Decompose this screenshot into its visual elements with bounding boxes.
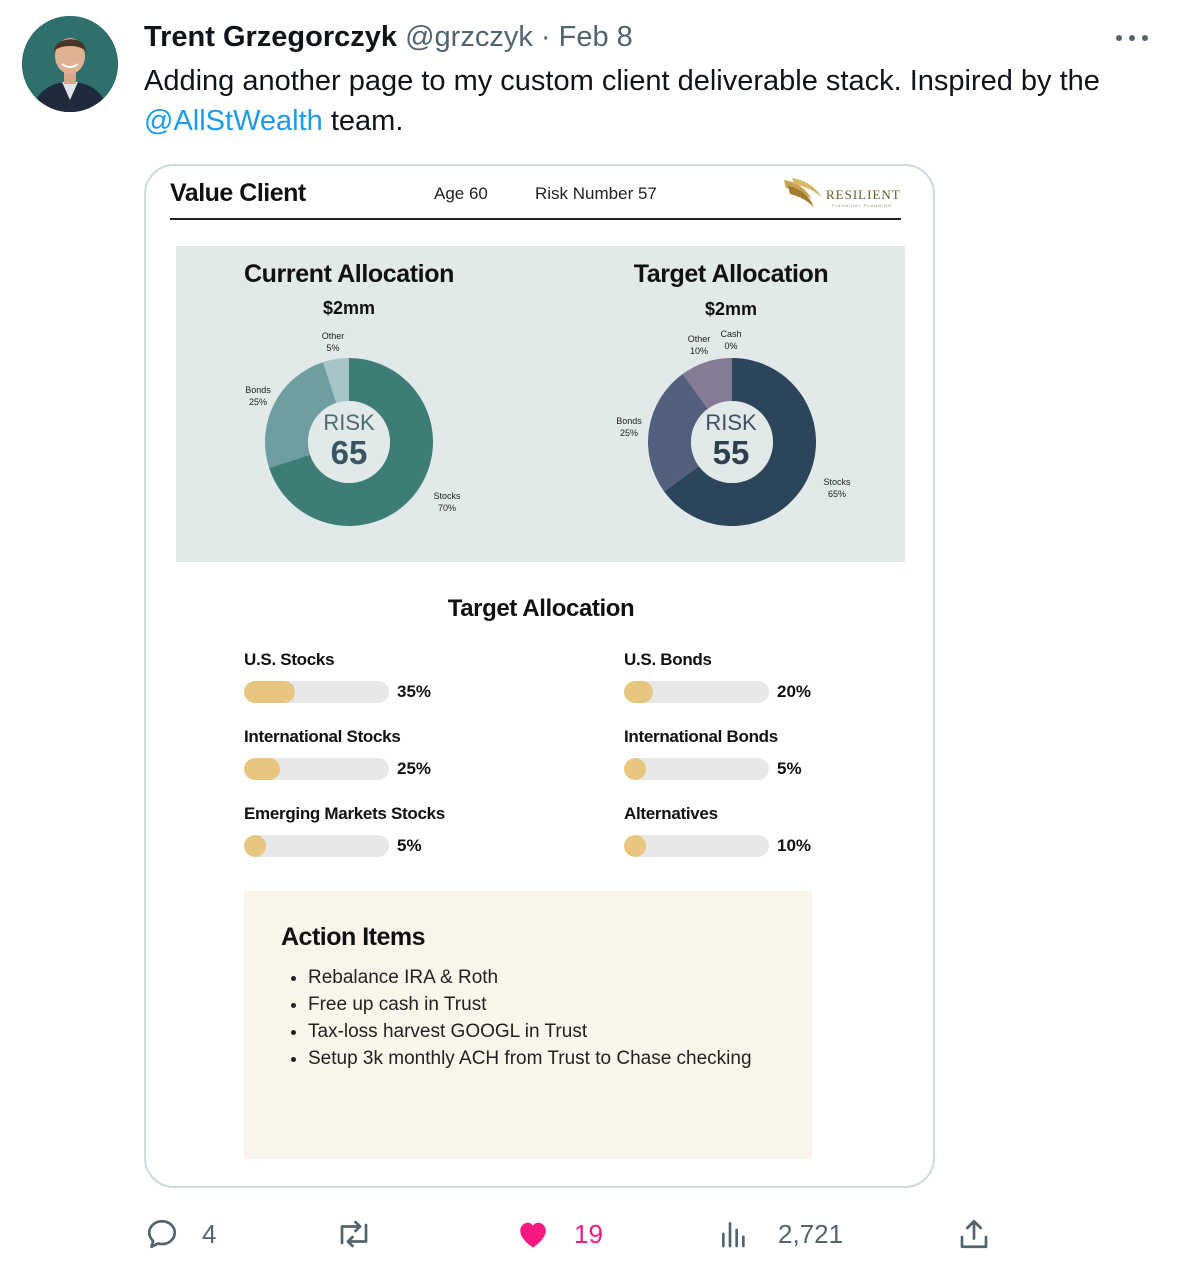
resilient-logo: RESILIENT FINANCIAL PLANNING bbox=[782, 176, 902, 212]
bar-international-stocks: International Stocks 25% bbox=[244, 727, 504, 787]
current-stocks-label: Stocks 70% bbox=[433, 491, 461, 513]
bar-track bbox=[624, 835, 769, 857]
bar-fill bbox=[624, 758, 646, 780]
current-risk-label: RISK bbox=[323, 410, 375, 435]
header-separator: · bbox=[540, 21, 551, 53]
action-item: Rebalance IRA & Roth bbox=[308, 964, 752, 991]
bar-percent: 5% bbox=[777, 759, 802, 778]
logo-subtext: FINANCIAL PLANNING bbox=[832, 203, 893, 208]
current-allocation-title: Current Allocation bbox=[244, 260, 454, 288]
current-allocation-amount: $2mm bbox=[322, 298, 376, 318]
bar-fill bbox=[624, 681, 653, 703]
bar-label: U.S. Stocks bbox=[244, 650, 335, 669]
tweet-action-bar: 4 19 2,721 bbox=[144, 1210, 1004, 1260]
share-icon bbox=[960, 1219, 988, 1249]
reply-count: 4 bbox=[202, 1219, 217, 1249]
bar-percent: 10% bbox=[777, 836, 812, 855]
tweet-date[interactable]: Feb 8 bbox=[558, 21, 633, 53]
donut-slice-bonds bbox=[265, 362, 337, 468]
current-risk-value: 65 bbox=[330, 434, 368, 471]
retweet-icon bbox=[340, 1220, 368, 1248]
tweet-text-after: team. bbox=[322, 105, 404, 137]
target-allocation-amount: $2mm bbox=[704, 299, 758, 319]
reply-icon bbox=[147, 1219, 177, 1249]
target-breakdown-title: Target Allocation bbox=[447, 595, 635, 622]
target-risk-value: 55 bbox=[712, 434, 750, 471]
target-stocks-label: Stocks 65% bbox=[823, 477, 851, 499]
header-divider bbox=[170, 218, 901, 220]
donut-slice-bonds bbox=[648, 374, 708, 492]
bar-label: International Stocks bbox=[244, 727, 401, 746]
bar-track bbox=[244, 681, 389, 703]
donut-slice-other bbox=[682, 358, 732, 409]
bar-label: International Bonds bbox=[624, 727, 778, 746]
more-options-icon[interactable] bbox=[1112, 22, 1156, 52]
bar-label: U.S. Bonds bbox=[624, 650, 712, 669]
bar-track bbox=[624, 758, 769, 780]
client-name: Value Client bbox=[170, 179, 306, 207]
bar-us-bonds: U.S. Bonds 20% bbox=[624, 650, 884, 710]
views-button[interactable]: 2,721 bbox=[718, 1210, 848, 1260]
current-other-label: Other 5% bbox=[321, 331, 345, 353]
bar-percent: 5% bbox=[397, 836, 422, 855]
target-bonds-label: Bonds 25% bbox=[616, 416, 642, 438]
donut-center bbox=[691, 401, 773, 483]
like-count: 19 bbox=[574, 1219, 603, 1249]
logo-text: RESILIENT bbox=[826, 187, 901, 202]
target-risk-label: RISK bbox=[705, 410, 757, 435]
bar-emerging-markets-stocks: Emerging Markets Stocks 5% bbox=[244, 804, 504, 864]
donut-center bbox=[308, 401, 390, 483]
bar-alternatives: Alternatives 10% bbox=[624, 804, 884, 864]
tweet-header: Trent Grzegorczyk @grzczyk · Feb 8 bbox=[144, 18, 633, 56]
bar-international-bonds: International Bonds 5% bbox=[624, 727, 884, 787]
mention-link[interactable]: @AllStWealth bbox=[144, 105, 323, 137]
tweet-text-before: Adding another page to my custom client … bbox=[144, 65, 1100, 97]
action-items-box: Action Items Rebalance IRA & Roth Free u… bbox=[244, 891, 812, 1159]
bar-fill bbox=[244, 758, 281, 780]
bar-percent: 20% bbox=[777, 682, 812, 701]
reply-button[interactable]: 4 bbox=[144, 1210, 244, 1260]
donut-slice-other bbox=[323, 358, 349, 404]
bar-track bbox=[244, 835, 389, 857]
bar-percent: 25% bbox=[397, 759, 432, 778]
avatar-image bbox=[22, 16, 118, 112]
bar-label: Alternatives bbox=[624, 804, 718, 823]
views-count: 2,721 bbox=[778, 1219, 844, 1249]
target-allocation-title: Target Allocation bbox=[633, 260, 829, 288]
target-other-label: Other 10% bbox=[687, 334, 711, 356]
media-image-card[interactable]: Value Client Age 60 Risk Number 57 RESIL… bbox=[144, 164, 935, 1188]
like-button[interactable]: 19 bbox=[514, 1210, 614, 1260]
current-allocation-donut bbox=[265, 358, 433, 526]
bar-fill bbox=[244, 835, 266, 857]
author-avatar[interactable] bbox=[22, 16, 118, 112]
client-age: Age 60 bbox=[434, 184, 488, 203]
donut-slice-stocks bbox=[269, 358, 433, 526]
action-item: Free up cash in Trust bbox=[308, 991, 752, 1018]
bar-us-stocks: U.S. Stocks 35% bbox=[244, 650, 504, 710]
donut-slice-stocks bbox=[664, 358, 816, 526]
bar-percent: 35% bbox=[397, 682, 432, 701]
action-item: Setup 3k monthly ACH from Trust to Chase… bbox=[308, 1045, 752, 1072]
tweet-text: Adding another page to my custom client … bbox=[144, 61, 1144, 141]
author-name[interactable]: Trent Grzegorczyk bbox=[144, 21, 398, 53]
action-items-list: Rebalance IRA & Roth Free up cash in Tru… bbox=[308, 964, 752, 1072]
horse-logo-icon bbox=[784, 178, 822, 208]
author-handle[interactable]: @grzczyk bbox=[405, 21, 533, 53]
bar-fill bbox=[244, 681, 295, 703]
bar-track bbox=[244, 758, 389, 780]
views-icon bbox=[722, 1222, 745, 1248]
action-items-title: Action Items bbox=[281, 923, 426, 951]
bar-label: Emerging Markets Stocks bbox=[244, 804, 445, 823]
bar-track bbox=[624, 681, 769, 703]
action-item: Tax-loss harvest GOOGL in Trust bbox=[308, 1018, 752, 1045]
share-button[interactable] bbox=[956, 1210, 996, 1260]
heart-icon bbox=[520, 1222, 546, 1248]
allocation-panel: Current Allocation $2mm RISK 65 Other 5% … bbox=[176, 246, 905, 562]
target-cash-label: Cash 0% bbox=[720, 329, 742, 351]
current-bonds-label: Bonds 25% bbox=[245, 385, 271, 407]
bar-fill bbox=[624, 835, 646, 857]
client-risk-number: Risk Number 57 bbox=[535, 184, 657, 203]
target-allocation-donut bbox=[648, 358, 816, 526]
retweet-button[interactable] bbox=[334, 1210, 394, 1260]
